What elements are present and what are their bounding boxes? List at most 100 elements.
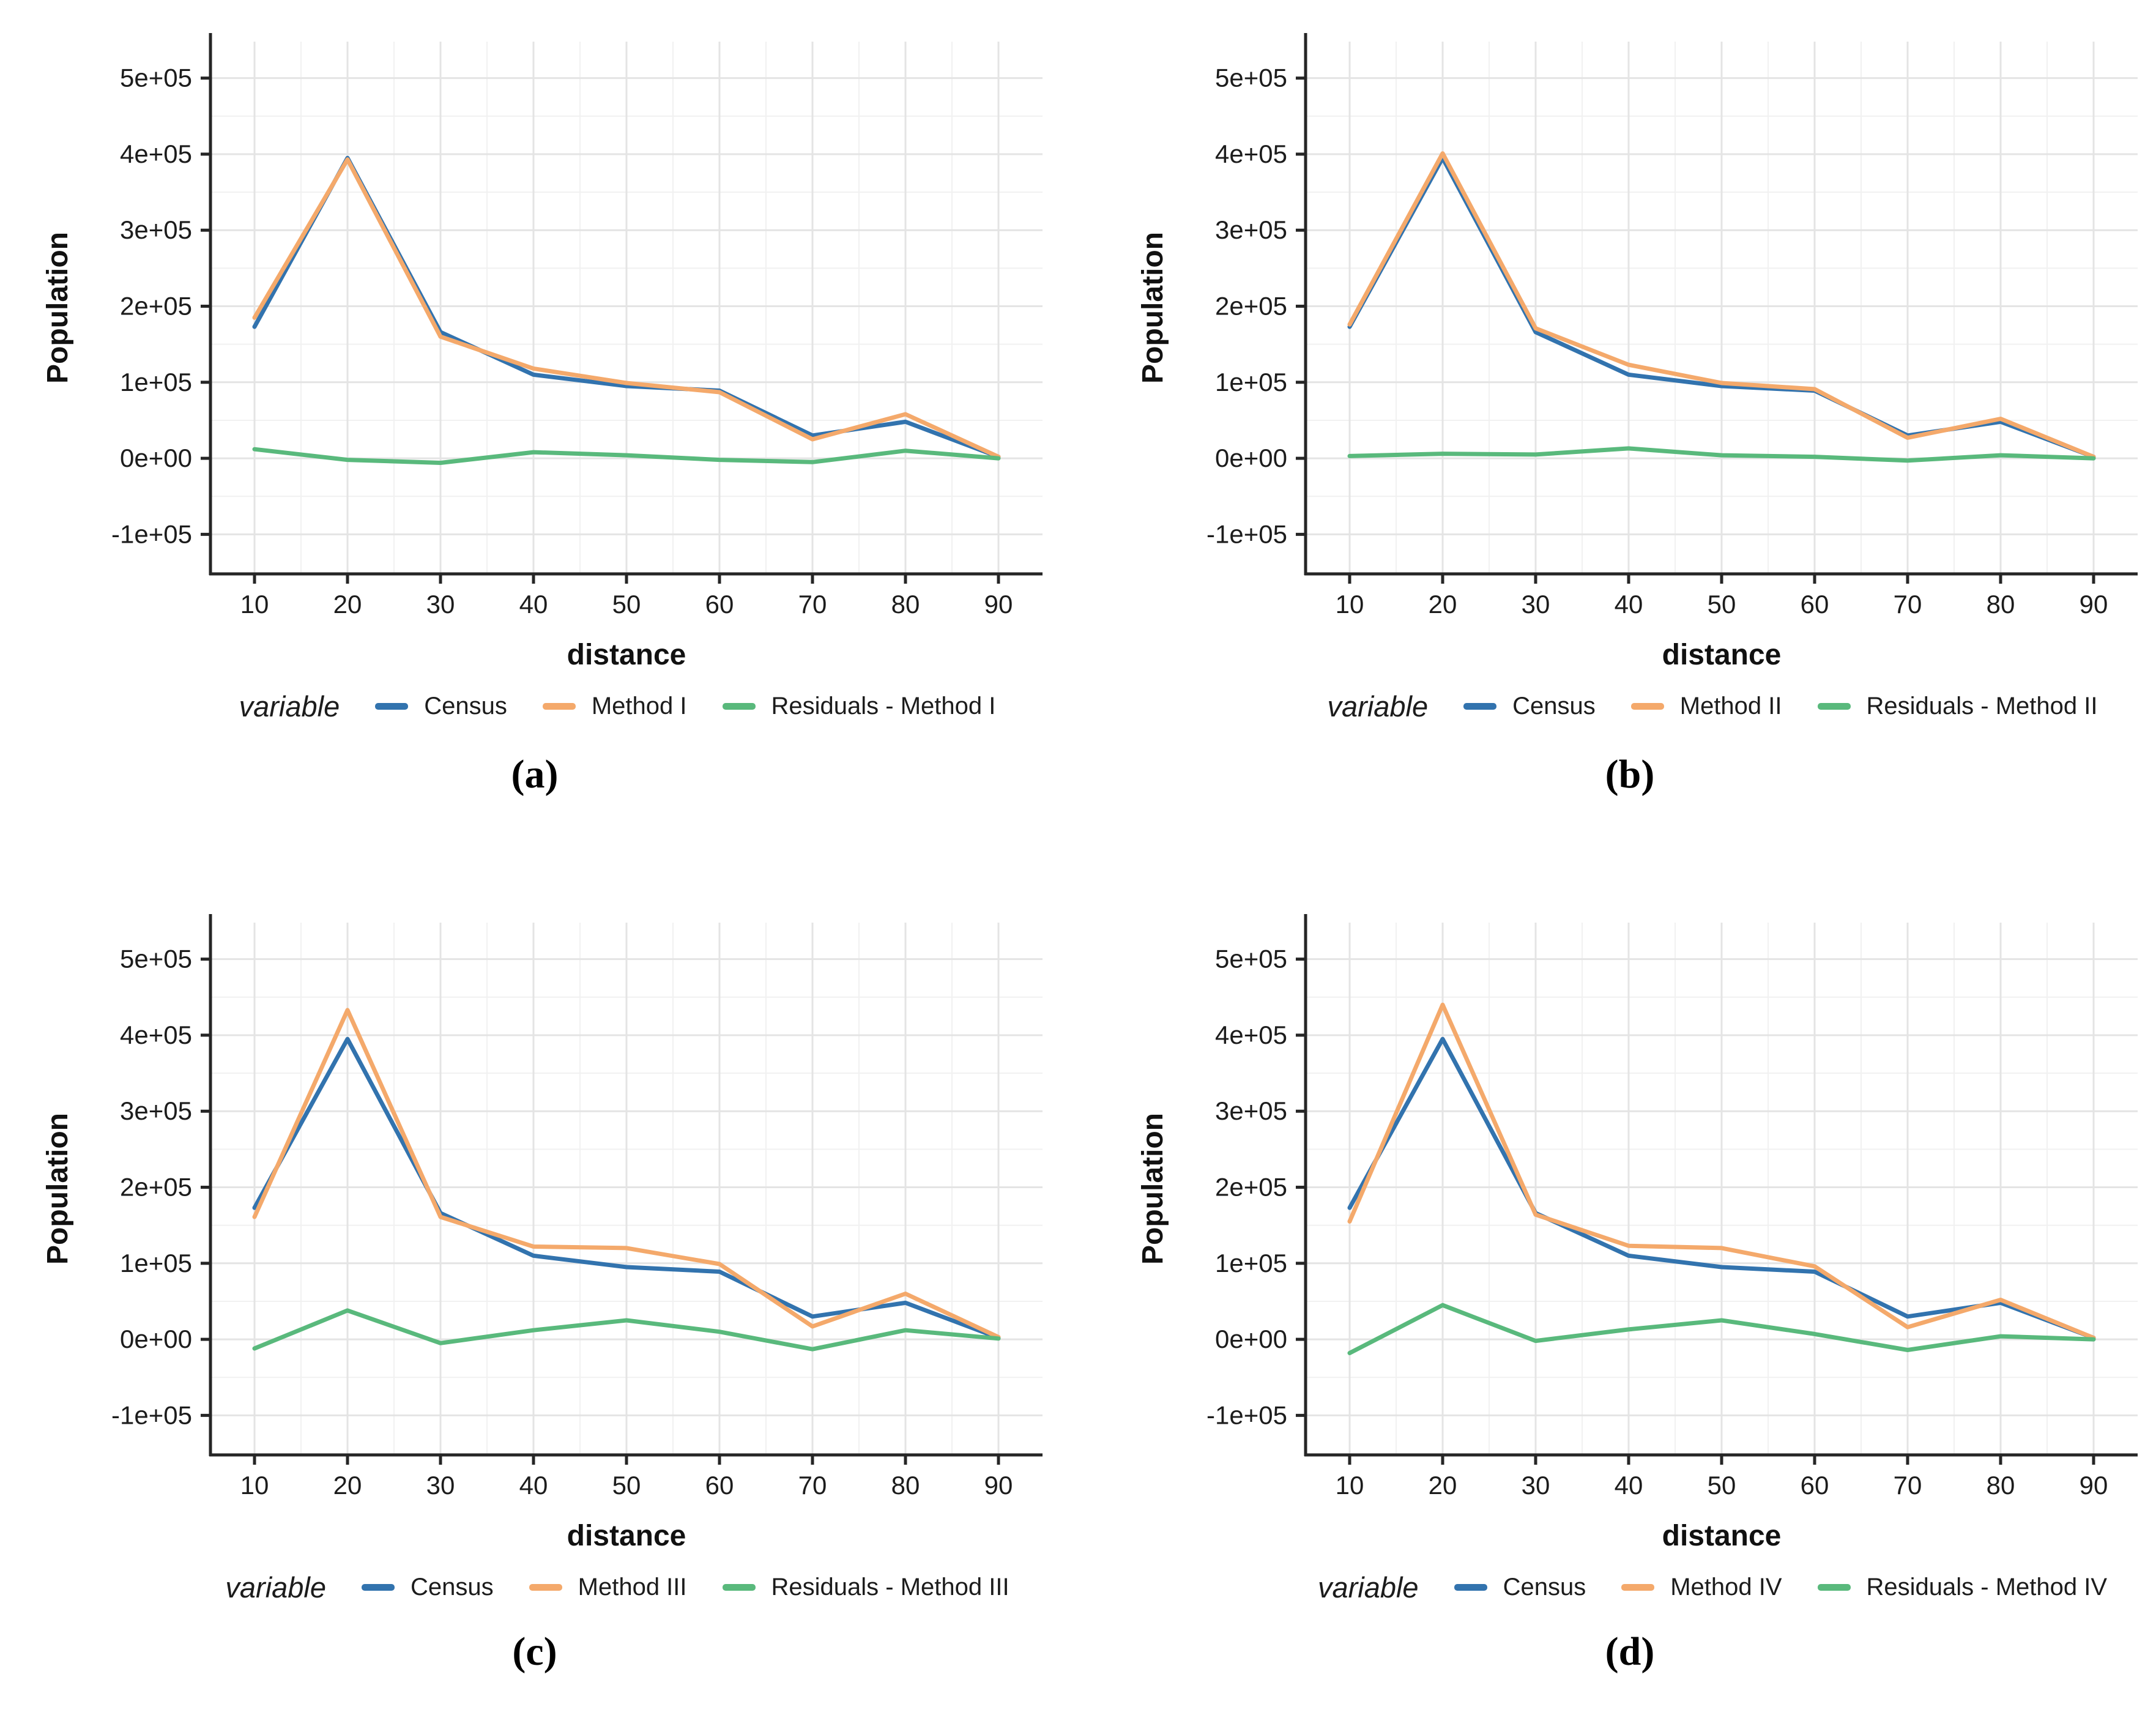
x-tick-label: 30 <box>1522 1471 1550 1500</box>
y-tick-label: 5e+05 <box>120 945 192 973</box>
y-tick-label: 2e+05 <box>1215 292 1287 321</box>
y-tick-label: -1e+05 <box>111 519 192 548</box>
x-tick-label: 40 <box>519 590 548 619</box>
legend-item-census: Census <box>1463 693 1596 720</box>
y-tick-label: 1e+05 <box>120 368 192 396</box>
legend-label: Census <box>1503 1574 1586 1601</box>
caption-c: (c) <box>512 1629 557 1674</box>
legend-key-method-icon <box>542 703 576 710</box>
y-tick-label: 3e+05 <box>120 215 192 244</box>
y-tick-label: 5e+05 <box>1215 945 1287 973</box>
y-axis-title: Population <box>42 1113 74 1265</box>
legend: variable Census Method III Residuals - Meth… <box>15 1571 1055 1604</box>
y-tick-label: 5e+05 <box>1215 64 1287 92</box>
y-tick-label: -1e+05 <box>1206 1400 1287 1429</box>
legend-item-census: Census <box>375 693 507 720</box>
y-tick-label: 2e+05 <box>120 1173 192 1202</box>
x-axis-title: distance <box>1662 639 1782 671</box>
legend-title: variable <box>239 690 340 723</box>
legend-item-method: Method I <box>542 693 687 720</box>
x-tick-label: 10 <box>1336 590 1364 619</box>
x-tick-label: 10 <box>240 1471 269 1500</box>
caption-d: (d) <box>1605 1629 1655 1674</box>
legend-key-census-icon <box>362 1584 395 1591</box>
x-axis-title: distance <box>567 1520 686 1552</box>
y-tick-label: 2e+05 <box>120 292 192 321</box>
x-tick-label: 40 <box>1615 1471 1643 1500</box>
legend-label: Method I <box>591 693 687 720</box>
legend-item-method: Method II <box>1630 693 1782 720</box>
x-tick-label: 50 <box>612 590 641 619</box>
y-tick-label: 4e+05 <box>1215 139 1287 168</box>
x-tick-label: 80 <box>1987 590 2015 619</box>
legend-item-residuals: Residuals - Method I <box>722 693 996 720</box>
legend-title: variable <box>1327 690 1429 723</box>
legend-label: Census <box>411 1574 494 1601</box>
x-tick-label: 30 <box>1522 590 1550 619</box>
y-tick-label: 0e+00 <box>120 444 192 472</box>
panel-c: 10 20 30 40 50 60 70 80 90 5e+05 4e+05 3e+05 2e+05 1e… <box>15 898 1055 1604</box>
y-tick-label: 3e+05 <box>1215 1096 1287 1125</box>
chart-svg: 10 20 30 40 50 60 70 80 90 5e+05 4e+05 3e+05 2e+05 1e… <box>42 33 1043 671</box>
x-tick-label: 90 <box>2080 590 2108 619</box>
x-tick-label: 50 <box>612 1471 641 1500</box>
x-tick-label: 40 <box>1615 590 1643 619</box>
x-axis-title: distance <box>1662 1520 1782 1552</box>
x-tick-label: 90 <box>984 590 1013 619</box>
legend: variable Census Method II Residuals - Metho… <box>1110 690 2150 723</box>
x-tick-label: 80 <box>1987 1471 2015 1500</box>
series-line-method <box>252 1008 1001 1339</box>
legend-key-census-icon <box>1454 1584 1487 1591</box>
x-tick-label: 90 <box>2080 1471 2108 1500</box>
y-tick-label: 3e+05 <box>1215 215 1287 244</box>
y-tick-label: 4e+05 <box>120 139 192 168</box>
x-tick-label: 80 <box>891 1471 920 1500</box>
y-tick-label: 1e+05 <box>1215 1249 1287 1277</box>
x-tick-label: 30 <box>426 1471 455 1500</box>
legend-key-census-icon <box>1463 703 1497 710</box>
x-tick-label: 60 <box>1801 590 1829 619</box>
panel-d: 10 20 30 40 50 60 70 80 90 5e+05 4e+05 3e+05 2e+05 1e… <box>1110 898 2150 1604</box>
legend: variable Census Method I Residuals - Method… <box>15 690 1055 723</box>
y-tick-label: 0e+00 <box>1215 1325 1287 1353</box>
y-tick-label: 5e+05 <box>120 64 192 92</box>
legend-label: Residuals - Method IV <box>1866 1574 2108 1601</box>
x-tick-label: 70 <box>1894 1471 1922 1500</box>
y-axis-title: Population <box>1137 232 1169 384</box>
x-tick-label: 70 <box>798 1471 827 1500</box>
panel-b: 10 20 30 40 50 60 70 80 90 5e+05 4e+05 3e+05 2e+05 1e… <box>1110 17 2150 723</box>
x-tick-label: 40 <box>519 1471 548 1500</box>
legend-label: Method II <box>1679 693 1782 720</box>
series-line-census <box>252 1036 1001 1341</box>
y-tick-label: 0e+00 <box>120 1325 192 1353</box>
chart-svg: 10 20 30 40 50 60 70 80 90 5e+05 4e+05 3e+05 2e+05 1e… <box>1137 33 2138 671</box>
legend-item-residuals: Residuals - Method III <box>722 1574 1009 1601</box>
x-tick-label: 60 <box>1801 1471 1829 1500</box>
legend-item-residuals: Residuals - Method IV <box>1817 1574 2108 1601</box>
x-tick-label: 50 <box>1708 590 1736 619</box>
y-tick-label: 4e+05 <box>1215 1021 1287 1049</box>
y-tick-label: 0e+00 <box>1215 444 1287 472</box>
legend-label: Residuals - Method I <box>771 693 996 720</box>
x-tick-label: 20 <box>333 590 362 619</box>
legend-label: Residuals - Method III <box>771 1574 1009 1601</box>
x-tick-label: 10 <box>240 590 269 619</box>
legend-key-method-icon <box>1621 1584 1655 1591</box>
x-tick-label: 10 <box>1336 1471 1364 1500</box>
legend-label: Method IV <box>1670 1574 1782 1601</box>
x-tick-label: 70 <box>798 590 827 619</box>
x-tick-label: 80 <box>891 590 920 619</box>
legend-item-method: Method III <box>529 1574 687 1601</box>
y-tick-label: -1e+05 <box>1206 519 1287 548</box>
y-axis-title: Population <box>1137 1113 1169 1265</box>
legend-item-census: Census <box>1454 1574 1586 1601</box>
legend-item-residuals: Residuals - Method II <box>1817 693 2097 720</box>
y-tick-label: 3e+05 <box>120 1096 192 1125</box>
series-line-method <box>252 157 1001 459</box>
legend-key-residuals-icon <box>722 1584 756 1591</box>
legend-key-residuals-icon <box>1817 703 1851 710</box>
y-tick-label: 2e+05 <box>1215 1173 1287 1202</box>
y-axis-title: Population <box>42 232 74 384</box>
series-line-residuals <box>1347 446 2096 463</box>
x-tick-label: 50 <box>1708 1471 1736 1500</box>
